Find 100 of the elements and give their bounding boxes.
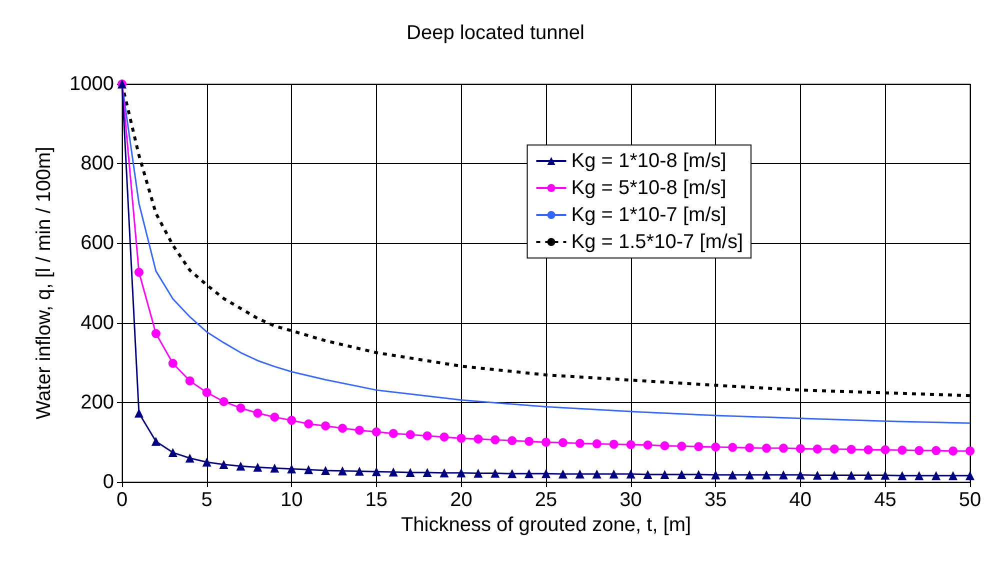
x-tick-label: 40 xyxy=(789,489,812,511)
point xyxy=(440,432,449,442)
point xyxy=(524,436,534,446)
point xyxy=(338,466,347,476)
point xyxy=(388,468,398,477)
point xyxy=(253,408,262,418)
point xyxy=(609,440,618,449)
point xyxy=(796,470,805,480)
point xyxy=(406,468,415,477)
x-tick-label: 50 xyxy=(958,489,982,511)
point xyxy=(524,469,534,478)
point xyxy=(711,470,720,480)
point xyxy=(830,470,839,480)
point xyxy=(575,438,584,448)
point xyxy=(643,470,652,479)
point xyxy=(304,465,314,474)
point xyxy=(778,444,788,453)
point xyxy=(728,470,738,480)
x-tick-label: 20 xyxy=(450,489,472,511)
point xyxy=(711,442,720,452)
y-axis-title: Water inflow, q, [l / min / 100m] xyxy=(33,146,55,420)
point xyxy=(796,444,805,454)
point xyxy=(846,444,856,454)
point xyxy=(372,427,381,436)
x-tick-label: 0 xyxy=(116,489,128,511)
point xyxy=(236,403,246,412)
point xyxy=(948,471,958,480)
point xyxy=(185,376,194,386)
point xyxy=(202,388,212,397)
point xyxy=(966,446,974,456)
point xyxy=(812,470,822,480)
point xyxy=(406,430,415,440)
point xyxy=(812,444,822,454)
point xyxy=(354,426,364,435)
point xyxy=(830,444,839,454)
point xyxy=(456,434,466,443)
point xyxy=(236,462,246,471)
point xyxy=(592,439,602,448)
point xyxy=(151,329,160,338)
point xyxy=(134,408,144,418)
y-tick-label: 400 xyxy=(80,312,114,334)
point xyxy=(270,412,280,422)
point xyxy=(151,436,160,446)
x-tick-label: 25 xyxy=(534,489,558,511)
point xyxy=(728,442,738,452)
point xyxy=(287,416,296,425)
point xyxy=(304,419,314,428)
point xyxy=(694,470,704,479)
point xyxy=(864,445,873,454)
point xyxy=(508,469,517,478)
point xyxy=(643,440,652,450)
x-tick-label: 30 xyxy=(620,489,642,511)
point xyxy=(490,468,500,478)
x-tick-label: 15 xyxy=(365,489,388,511)
point xyxy=(372,467,381,476)
point xyxy=(219,460,228,469)
point xyxy=(694,442,704,452)
point xyxy=(168,448,178,458)
point xyxy=(778,470,788,480)
point xyxy=(474,434,483,444)
x-axis-title: Thickness of grouted zone, t, [m] xyxy=(400,514,692,536)
point xyxy=(508,436,517,446)
point xyxy=(422,468,432,477)
point xyxy=(745,443,754,452)
point xyxy=(898,446,907,455)
point xyxy=(558,438,568,448)
y-tick-label: 0 xyxy=(102,471,114,493)
point xyxy=(168,358,178,368)
legend-label: Kg = 1*10-8 [m/s] xyxy=(571,150,726,172)
legend-label: Kg = 1.5*10-7 [m/s] xyxy=(571,231,744,253)
point xyxy=(592,470,602,479)
point xyxy=(677,470,686,479)
point xyxy=(745,470,754,480)
point xyxy=(626,440,636,450)
point xyxy=(474,468,483,478)
point xyxy=(880,445,890,454)
point xyxy=(932,446,941,456)
point xyxy=(388,428,398,438)
point xyxy=(609,470,618,479)
point xyxy=(202,458,212,467)
point xyxy=(185,454,194,463)
point xyxy=(219,397,228,406)
point xyxy=(456,468,466,478)
point xyxy=(253,462,262,472)
point xyxy=(321,466,330,475)
point xyxy=(321,421,330,430)
y-tick-label: 800 xyxy=(80,152,114,175)
point xyxy=(948,446,958,456)
point xyxy=(270,464,280,473)
x-tick-label: 35 xyxy=(704,489,727,511)
x-tick-label: 10 xyxy=(280,489,303,511)
legend-label: Kg = 1*10-7 [m/s] xyxy=(571,204,726,226)
chart-title: Deep located tunnel xyxy=(406,22,584,44)
point xyxy=(490,435,500,444)
point xyxy=(558,470,568,479)
point xyxy=(626,470,636,479)
point xyxy=(287,464,296,474)
x-tick-label: 5 xyxy=(201,489,212,511)
point xyxy=(762,444,771,453)
point xyxy=(134,268,144,277)
